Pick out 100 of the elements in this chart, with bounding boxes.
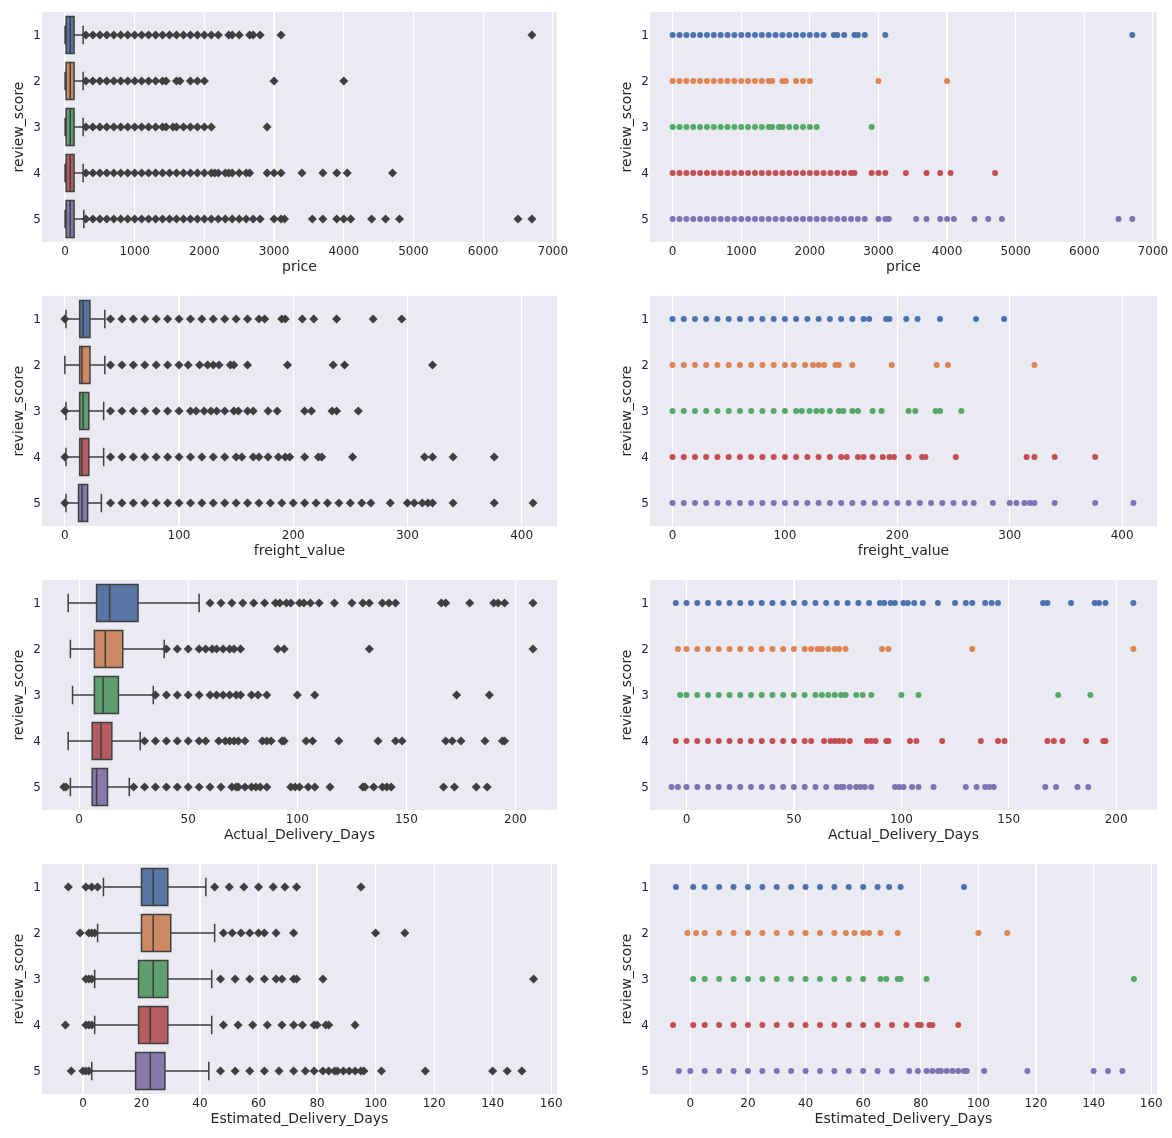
y-tick-label: 4 — [33, 450, 41, 465]
y-tick-label: 1 — [33, 312, 41, 327]
x-tick-label: 150 — [997, 812, 1021, 826]
x-axis-title: Actual_Delivery_Days — [828, 826, 979, 843]
y-axis-title: review_score — [617, 649, 634, 741]
x-tick-label: 0 — [61, 528, 69, 542]
x-tick-label: 0 — [75, 812, 83, 826]
x-axis-title: Estimated_Delivery_Days — [210, 1110, 389, 1127]
y-tick-label: 2 — [33, 74, 41, 89]
x-axis-title: Estimated_Delivery_Days — [814, 1110, 993, 1127]
x-tick-label: 5000 — [1000, 244, 1031, 258]
y-tick-label: 3 — [641, 688, 649, 703]
y-axis-title: review_score — [9, 81, 26, 173]
y-tick-label: 4 — [641, 166, 649, 181]
x-tick-label: 200 — [281, 528, 305, 542]
x-tick-label: 0 — [682, 812, 691, 826]
x-tick-label: 2000 — [794, 244, 826, 258]
x-tick-label: 60 — [855, 1096, 871, 1110]
x-tick-label: 4000 — [328, 244, 360, 258]
x-tick-label: 140 — [481, 1096, 505, 1110]
y-tick-label: 2 — [641, 74, 649, 89]
y-tick-label: 1 — [641, 28, 649, 43]
x-tick-label: 3000 — [258, 244, 290, 258]
y-tick-label: 5 — [641, 496, 649, 511]
x-tick-label: 7000 — [537, 244, 569, 258]
x-tick-label: 80 — [309, 1096, 325, 1110]
x-tick-label: 0 — [79, 1096, 87, 1110]
x-tick-label: 160 — [539, 1096, 563, 1110]
x-tick-label: 140 — [1082, 1096, 1106, 1110]
x-tick-label: 6000 — [1069, 244, 1100, 258]
y-axis-title: review_score — [617, 81, 634, 173]
x-tick-label: 5000 — [398, 244, 429, 258]
y-axis-title: review_score — [9, 933, 26, 1025]
y-tick-label: 2 — [33, 358, 41, 373]
x-tick-label: 0 — [668, 528, 677, 542]
x-tick-label: 60 — [250, 1096, 267, 1110]
x-tick-label: 20 — [740, 1096, 756, 1110]
x-tick-label: 40 — [192, 1096, 208, 1110]
y-tick-label: 4 — [641, 450, 649, 465]
x-tick-label: 40 — [797, 1096, 814, 1110]
y-axis-title: review_score — [9, 649, 26, 741]
x-tick-label: 1000 — [119, 244, 150, 258]
y-axis-title: review_score — [617, 933, 634, 1025]
x-tick-label: 100 — [773, 528, 797, 542]
x-tick-label: 2000 — [189, 244, 220, 258]
y-tick-label: 5 — [33, 780, 41, 795]
x-tick-label: 100 — [285, 812, 309, 826]
x-tick-label: 50 — [180, 812, 196, 826]
y-tick-label: 3 — [641, 972, 649, 987]
y-tick-label: 5 — [33, 212, 41, 227]
y-axis-title: review_score — [9, 365, 26, 457]
x-tick-label: 4000 — [931, 244, 963, 258]
y-axis-title: review_score — [617, 365, 634, 457]
x-tick-label: 100 — [966, 1096, 990, 1110]
x-tick-label: 150 — [394, 812, 418, 826]
y-tick-label: 3 — [641, 404, 649, 419]
x-tick-label: 100 — [167, 528, 191, 542]
x-axis-title: freight_value — [253, 542, 346, 559]
x-tick-label: 7000 — [1137, 244, 1169, 258]
y-tick-label: 3 — [33, 404, 41, 419]
x-tick-label: 200 — [1104, 812, 1128, 826]
y-tick-label: 4 — [641, 734, 649, 749]
x-tick-label: 200 — [885, 528, 909, 542]
x-tick-label: 120 — [1024, 1096, 1048, 1110]
x-tick-label: 400 — [510, 528, 534, 542]
x-tick-label: 80 — [913, 1096, 929, 1110]
y-tick-label: 5 — [641, 212, 649, 227]
y-tick-label: 5 — [641, 780, 649, 795]
y-tick-label: 1 — [33, 880, 41, 895]
y-tick-label: 3 — [33, 688, 41, 703]
y-tick-label: 2 — [641, 642, 649, 657]
x-axis-title: price — [282, 258, 317, 275]
x-tick-label: 0 — [61, 244, 69, 258]
x-tick-label: 200 — [504, 812, 527, 826]
y-tick-label: 1 — [33, 28, 41, 43]
x-tick-label: 400 — [1110, 528, 1134, 542]
x-tick-label: 300 — [998, 528, 1022, 542]
y-tick-label: 5 — [33, 496, 41, 511]
y-tick-label: 3 — [33, 120, 41, 135]
y-tick-label: 2 — [33, 642, 41, 657]
y-tick-label: 5 — [641, 1064, 649, 1079]
y-tick-label: 4 — [33, 166, 41, 181]
x-tick-label: 50 — [786, 812, 802, 826]
y-tick-label: 1 — [641, 596, 649, 611]
y-tick-label: 2 — [641, 358, 649, 373]
x-tick-label: 0 — [686, 1096, 695, 1110]
y-tick-label: 2 — [33, 926, 41, 941]
x-axis-title: price — [886, 258, 921, 275]
y-tick-label: 4 — [33, 1018, 41, 1033]
x-tick-label: 20 — [133, 1096, 150, 1110]
x-axis-title: freight_value — [857, 542, 950, 559]
x-tick-label: 1000 — [725, 244, 757, 258]
y-tick-label: 1 — [641, 880, 649, 895]
y-tick-label: 3 — [33, 972, 41, 987]
x-tick-label: 120 — [422, 1096, 446, 1110]
x-tick-label: 100 — [889, 812, 913, 826]
x-tick-label: 6000 — [467, 244, 499, 258]
y-tick-label: 2 — [641, 926, 649, 941]
y-tick-label: 4 — [33, 734, 41, 749]
x-tick-label: 3000 — [863, 244, 894, 258]
